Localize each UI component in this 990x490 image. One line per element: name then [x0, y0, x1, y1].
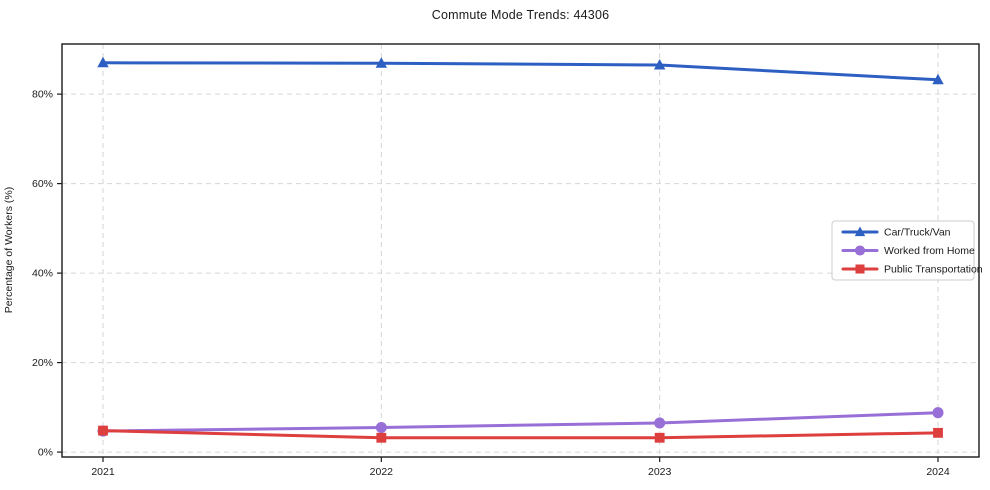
y-tick-label: 40%	[32, 268, 53, 280]
data-point-marker	[654, 417, 666, 429]
y-tick-label: 60%	[32, 178, 53, 190]
x-tick-label: 2023	[648, 466, 672, 478]
data-point-marker	[653, 59, 666, 70]
data-point-marker	[97, 56, 109, 68]
legend-label: Worked from Home	[884, 245, 975, 257]
legend-marker	[854, 226, 866, 237]
plot-border	[61, 43, 980, 458]
chart-title: Commute Mode Trends: 44306	[431, 8, 610, 22]
x-tick-label: 2024	[926, 466, 950, 478]
data-point-marker	[932, 407, 944, 419]
data-point-marker	[933, 427, 943, 438]
series-line	[101, 429, 940, 440]
data-point-marker	[654, 432, 665, 443]
legend-label: Public Transportation	[884, 264, 983, 276]
legend-marker	[854, 245, 866, 256]
data-point-marker	[98, 425, 108, 436]
y-tick-label: 20%	[32, 357, 53, 369]
y-tick-label: 0%	[38, 447, 53, 459]
series-line	[101, 61, 940, 82]
y-tick-label: 80%	[32, 89, 53, 101]
data-point-marker	[375, 57, 388, 68]
data-point-marker	[932, 73, 944, 85]
legend-label: Car/Truck/Van	[884, 227, 951, 239]
legend-marker	[855, 264, 865, 274]
x-tick-label: 2021	[91, 466, 115, 478]
x-tick-label: 2022	[370, 466, 394, 478]
series-line	[101, 411, 940, 433]
legend-box	[831, 220, 975, 281]
data-point-marker	[376, 432, 387, 443]
data-point-marker	[375, 421, 387, 433]
